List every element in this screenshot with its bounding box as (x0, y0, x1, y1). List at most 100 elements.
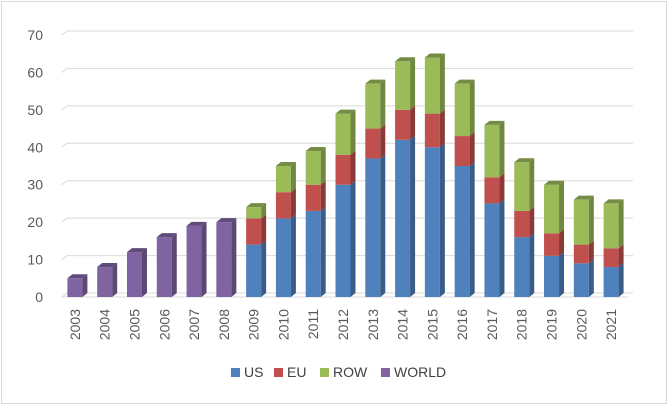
bar-front (246, 244, 262, 297)
bar-side (469, 132, 475, 166)
bar-side (439, 53, 445, 114)
x-axis: 2003 2004 2005 2006 2007 2008 2009 2010 2011 2012… (67, 309, 619, 340)
bar-side (380, 154, 386, 297)
bar-side (380, 124, 386, 159)
x-tick-label: 2014 (395, 309, 411, 340)
bar-side (350, 150, 356, 185)
bar-top (514, 158, 535, 163)
bar-side (588, 195, 594, 245)
bar-top (573, 195, 594, 200)
bar-side (469, 162, 475, 297)
bar-top (126, 248, 147, 253)
bar-front (186, 225, 202, 297)
bar-top (275, 162, 296, 166)
bar-segment-row-2011 (305, 147, 326, 185)
y-tick-label: 0 (35, 289, 43, 305)
bar-segment-eu-2015 (424, 109, 445, 148)
bar-side (261, 203, 267, 219)
x-tick-label: 2021 (603, 309, 619, 340)
bar-side (231, 218, 237, 297)
bar-segment-world-2004 (97, 263, 118, 297)
x-tick-label: 2011 (305, 309, 321, 339)
bar-segment-us-2019 (544, 251, 565, 297)
x-tick-label: 2010 (275, 309, 291, 340)
bar-front (67, 278, 83, 297)
bar-side (499, 173, 505, 204)
bar-side (469, 79, 475, 137)
bar-segment-eu-2010 (275, 188, 296, 219)
bar-segment-world-2007 (186, 221, 207, 297)
bar-side (320, 180, 326, 211)
bar-front (395, 61, 411, 110)
bar-segment-row-2013 (365, 79, 386, 129)
bar-segment-eu-2019 (544, 229, 565, 256)
y-tick-label: 20 (27, 214, 43, 230)
x-tick-label: 2017 (484, 309, 500, 340)
x-tick-label: 2007 (186, 309, 202, 340)
bar-front (305, 184, 321, 211)
bar-front (126, 252, 142, 297)
bar-front (335, 154, 351, 185)
bar-front (424, 147, 440, 297)
bar-segment-row-2014 (395, 57, 416, 110)
bar-front (454, 136, 470, 166)
bar-side (320, 147, 326, 185)
y-tick-label: 40 (27, 139, 43, 155)
bar-top (603, 199, 624, 204)
bar-segment-us-2009 (246, 240, 267, 297)
bar-front (395, 139, 411, 297)
bar-front (454, 166, 470, 297)
bar-front (275, 218, 291, 297)
bar-side (618, 199, 624, 249)
bar-front (603, 267, 619, 297)
bar-side (350, 180, 356, 297)
bar-side (618, 244, 624, 268)
bar-segment-us-2014 (395, 135, 416, 297)
x-tick-label: 2015 (424, 309, 440, 340)
x-tick-label: 2013 (365, 309, 381, 340)
bar-side (559, 229, 565, 256)
bar-front (365, 158, 381, 297)
bar-segment-us-2017 (484, 199, 505, 297)
legend-swatch (231, 368, 240, 377)
bar-segment-eu-2021 (603, 244, 624, 268)
bar-front (246, 207, 262, 219)
bar-top (305, 147, 326, 152)
bar-side (559, 180, 565, 234)
bar-segment-us-2010 (275, 214, 296, 297)
x-tick-label: 2018 (514, 309, 530, 340)
bar-segment-us-2018 (514, 233, 535, 297)
x-tick-label: 2009 (246, 309, 262, 340)
bar-front (335, 184, 351, 297)
bar-side (439, 143, 445, 297)
x-tick-label: 2019 (544, 309, 560, 340)
bar-top (97, 263, 118, 268)
bar-side (112, 263, 118, 297)
x-tick-label: 2012 (335, 309, 351, 340)
bar-side (529, 233, 535, 297)
bar-front (305, 151, 321, 185)
bar-side (82, 274, 88, 297)
bar-side (171, 233, 177, 297)
legend-item-us: US (231, 364, 263, 380)
bar-side (499, 120, 505, 178)
bar-front (305, 210, 321, 297)
bar-front (514, 162, 530, 211)
bar-side (290, 162, 296, 193)
bar-front (275, 192, 291, 219)
bar-segment-row-2017 (484, 120, 505, 178)
bar-front (454, 83, 470, 137)
bar-top (365, 79, 386, 84)
bar-segment-eu-2014 (395, 105, 416, 140)
bar-side (439, 109, 445, 148)
bar-side (201, 221, 207, 297)
bar-side (320, 206, 326, 297)
bar-top (454, 79, 475, 84)
bar-front (573, 199, 589, 245)
bar-top (424, 53, 445, 58)
bar-segment-us-2015 (424, 143, 445, 297)
bars (67, 53, 624, 297)
bar-front (603, 248, 619, 268)
bar-front (573, 263, 589, 297)
